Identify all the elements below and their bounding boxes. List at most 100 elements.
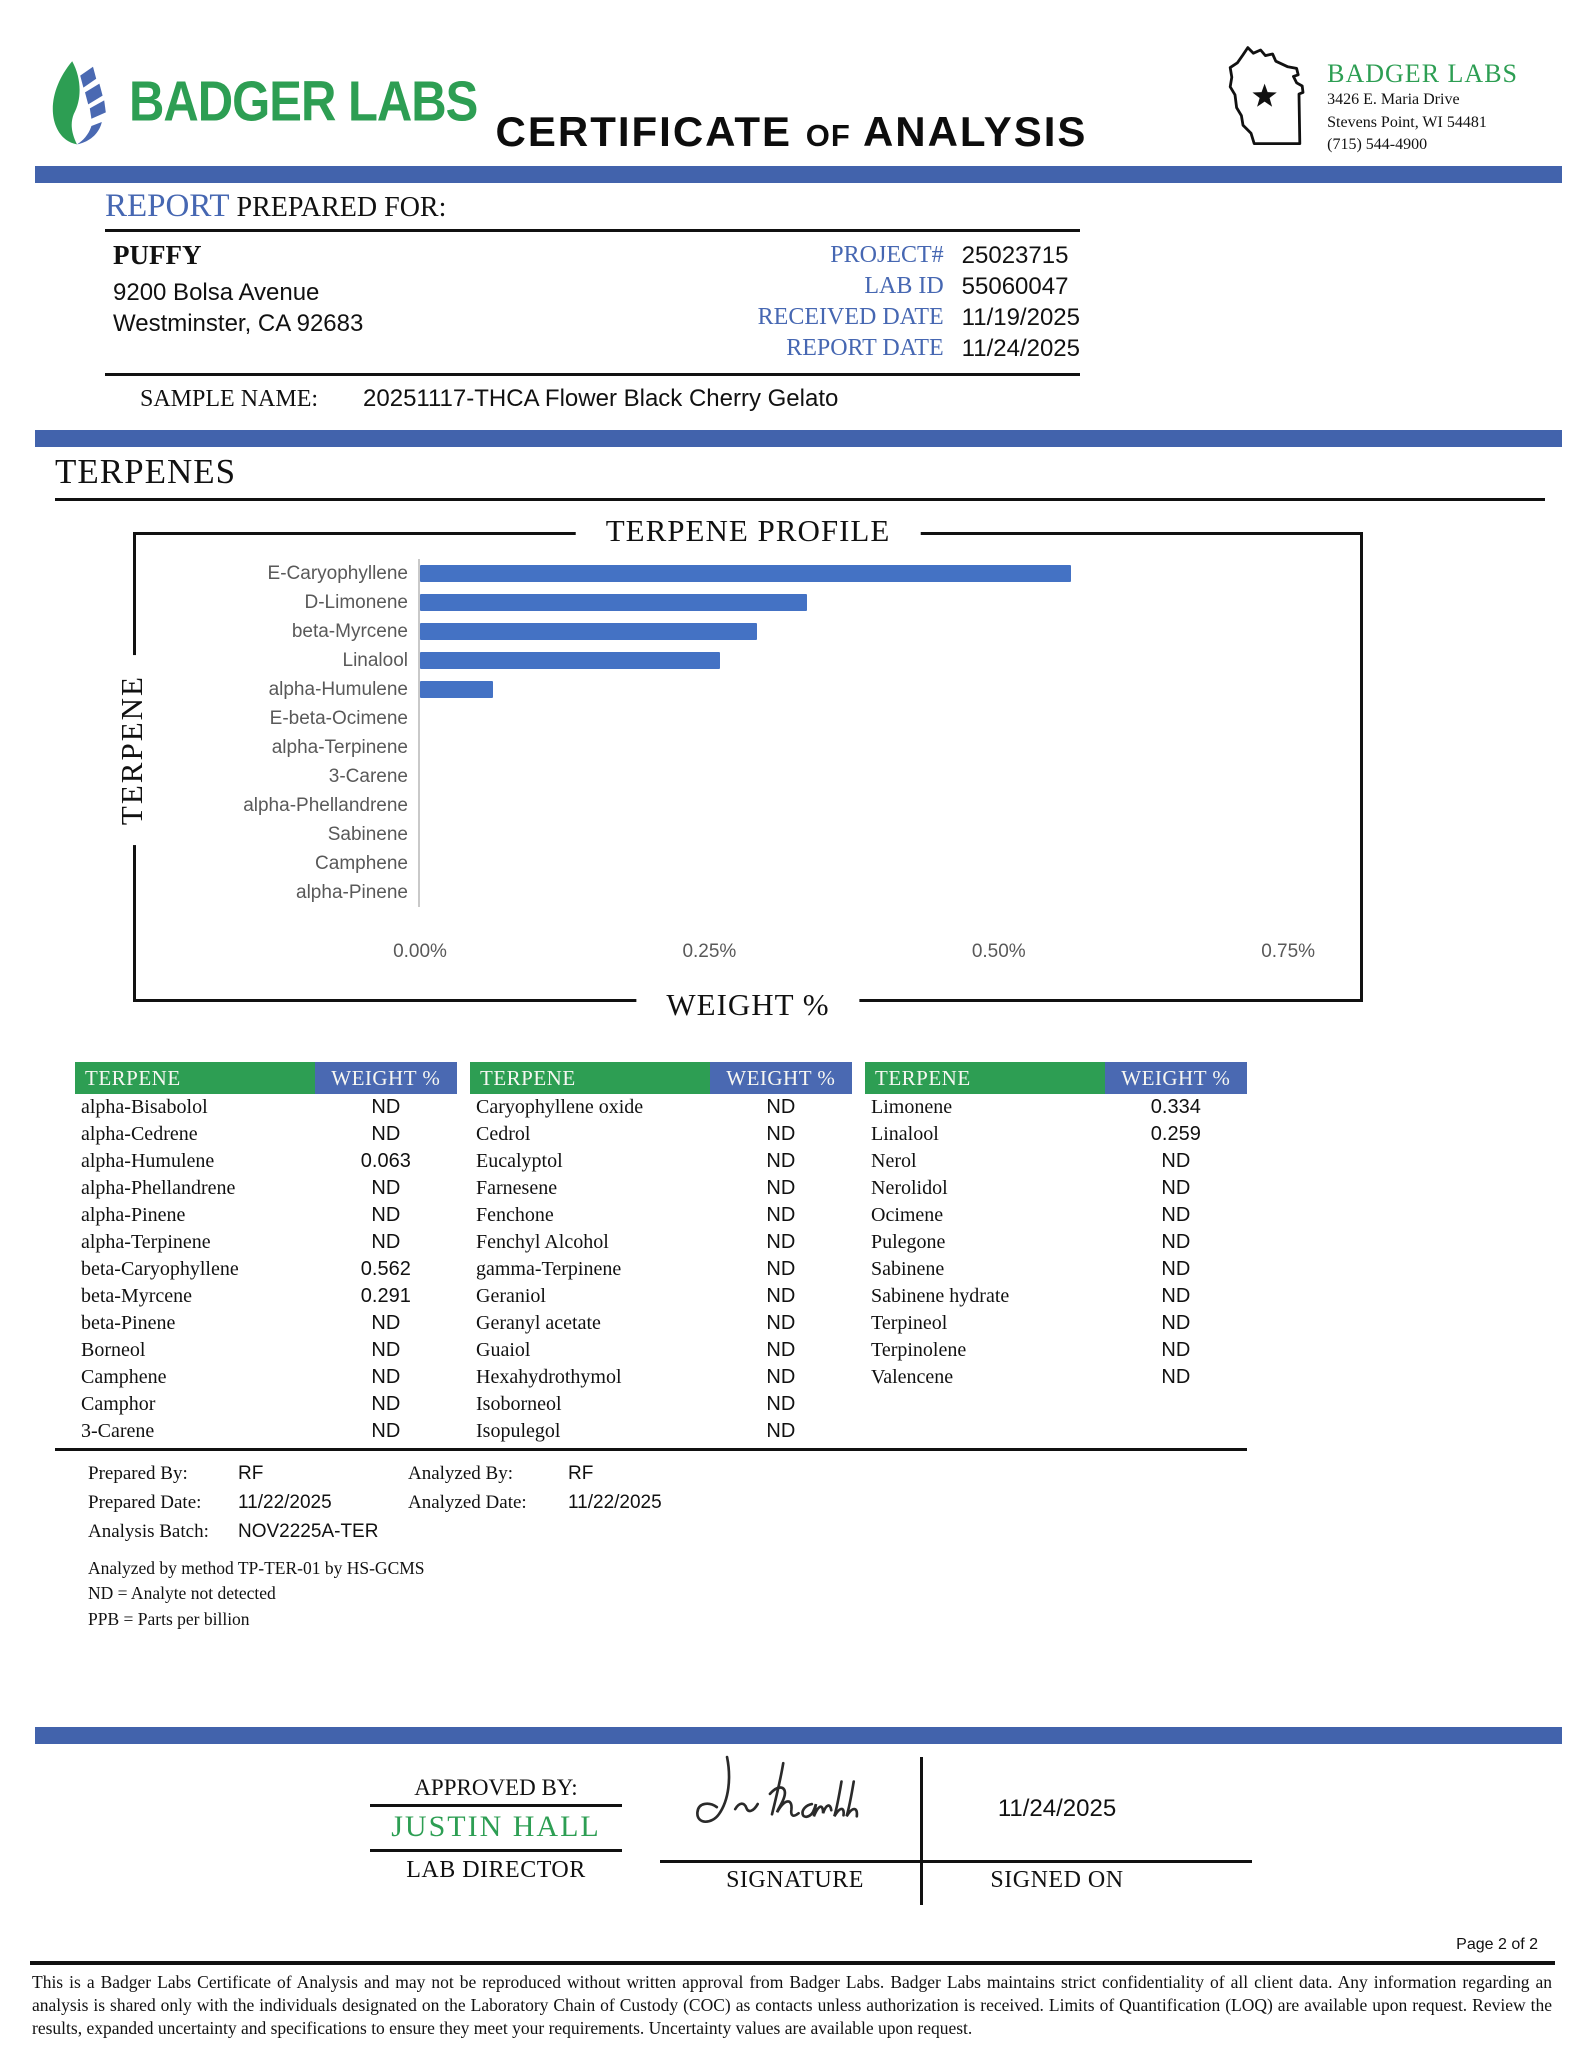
table-row: Cedrol ND bbox=[470, 1121, 852, 1148]
terpene-name-cell: alpha-Cedrene bbox=[81, 1123, 198, 1145]
terpene-value-cell: ND bbox=[371, 1339, 401, 1361]
terpene-name-cell: Isoborneol bbox=[476, 1393, 562, 1415]
terpene-name-cell: Caryophyllene oxide bbox=[476, 1096, 644, 1118]
terpene-value-cell: 0.562 bbox=[360, 1258, 411, 1280]
sample-name-row: SAMPLE NAME: 20251117-THCA Flower Black … bbox=[105, 376, 1080, 413]
terpene-value-cell: ND bbox=[371, 1123, 401, 1145]
analysis-batch-label: Analysis Batch: bbox=[88, 1521, 209, 1542]
terpene-table-group: TERPENE WEIGHT % alpha-Bisabolol ND alpha-Ce… bbox=[75, 1062, 457, 1445]
terpene-name-cell: Nerolidol bbox=[871, 1177, 948, 1199]
terpene-name-cell: alpha-Humulene bbox=[81, 1150, 215, 1172]
terpene-value-cell: ND bbox=[1161, 1177, 1191, 1199]
chart-bar bbox=[420, 652, 720, 669]
approved-by-block: APPROVED BY: JUSTIN HALL LAB DIRECTOR bbox=[370, 1775, 622, 1884]
terpene-name-cell: Limonene bbox=[871, 1096, 953, 1118]
terpene-table-group: TERPENE WEIGHT % Caryophyllene oxide ND Cedr… bbox=[470, 1062, 852, 1445]
chart-bar-row: alpha-Phellandrene bbox=[150, 791, 1346, 820]
table-row: Guaiol ND bbox=[470, 1337, 852, 1364]
chart-bar-row: alpha-Terpinene bbox=[150, 733, 1346, 762]
report-field-value: 25023715 bbox=[961, 242, 1069, 269]
terpene-name-cell: Eucalyptol bbox=[476, 1150, 563, 1172]
chart-bar-track bbox=[418, 849, 1346, 878]
report-field-label: LAB ID bbox=[864, 273, 944, 299]
table-row: alpha-Bisabolol ND bbox=[75, 1094, 457, 1121]
analyzed-by-label: Analyzed By: bbox=[408, 1463, 514, 1484]
terpene-value-cell: ND bbox=[766, 1231, 796, 1253]
chart-x-tick-label: 0.00% bbox=[393, 941, 447, 962]
table-row: Camphor ND bbox=[75, 1391, 457, 1418]
terpene-name-cell: Terpineol bbox=[871, 1312, 948, 1334]
chart-bar bbox=[420, 623, 757, 640]
chart-bar-row: alpha-Pinene bbox=[150, 878, 1346, 907]
chart-y-axis-label: TERPENE bbox=[112, 655, 152, 846]
table-row: alpha-Humulene 0.063 bbox=[75, 1148, 457, 1175]
document-title: CERTIFICATE OF ANALYSIS bbox=[35, 108, 1548, 156]
analysis-meta-grid: Prepared By: RF Analyzed By: RF Prepared… bbox=[88, 1463, 948, 1543]
signed-on-date: 11/24/2025 bbox=[997, 1795, 1117, 1822]
chart-category-label: Linalool bbox=[342, 649, 409, 671]
table-row: alpha-Pinene ND bbox=[75, 1202, 457, 1229]
table-row: Hexahydrothymol ND bbox=[470, 1364, 852, 1391]
terpene-value-cell: ND bbox=[371, 1312, 401, 1334]
sample-name-value: 20251117-THCA Flower Black Cherry Gelato bbox=[363, 385, 839, 412]
table-row: Nerol ND bbox=[865, 1148, 1247, 1175]
table-header-terpene: TERPENE bbox=[470, 1062, 710, 1094]
terpene-name-cell: Terpinolene bbox=[871, 1339, 967, 1361]
client-name: PUFFY bbox=[113, 240, 202, 270]
table-row: Eucalyptol ND bbox=[470, 1148, 852, 1175]
table-header-weight: WEIGHT % bbox=[709, 1062, 852, 1094]
terpene-value-cell: ND bbox=[1161, 1204, 1191, 1226]
chart-x-tick-label: 0.50% bbox=[971, 941, 1026, 962]
terpene-name-cell: alpha-Terpinene bbox=[81, 1231, 211, 1253]
terpene-name-cell: Fenchyl Alcohol bbox=[476, 1231, 609, 1253]
chart-bar-row: E-beta-Ocimene bbox=[150, 704, 1346, 733]
report-field-label: RECEIVED DATE bbox=[757, 304, 944, 330]
table-row: 3-Carene ND bbox=[75, 1418, 457, 1445]
prepared-by-label: Prepared By: bbox=[88, 1463, 188, 1484]
table-header-row: TERPENE WEIGHT % bbox=[470, 1062, 852, 1094]
title-word-certificate: CERTIFICATE bbox=[495, 108, 793, 155]
table-row: Farnesene ND bbox=[470, 1175, 852, 1202]
analysis-batch-value: NOV2225A-TER bbox=[238, 1521, 379, 1542]
method-notes: Analyzed by method TP-TER-01 by HS-GCMS … bbox=[88, 1556, 948, 1632]
terpene-name-cell: gamma-Terpinene bbox=[476, 1258, 622, 1280]
title-word-analysis: ANALYSIS bbox=[862, 108, 1088, 155]
terpene-value-cell: ND bbox=[1161, 1285, 1191, 1307]
terpene-name-cell: alpha-Bisabolol bbox=[81, 1096, 208, 1118]
chart-bar-track bbox=[418, 675, 1346, 704]
lab-address: 3426 E. Maria Drive Stevens Point, WI 54… bbox=[1327, 89, 1518, 156]
approved-by-label: APPROVED BY: bbox=[370, 1775, 622, 1807]
table-row: Geranyl acetate ND bbox=[470, 1310, 852, 1337]
client-block: PUFFY 9200 Bolsa Avenue Westminster, CA … bbox=[105, 240, 363, 363]
divider-bar-middle bbox=[35, 430, 1562, 447]
signature-label: SIGNATURE bbox=[726, 1867, 864, 1893]
ppb-note: PPB = Parts per billion bbox=[88, 1608, 250, 1629]
terpene-name-cell: beta-Caryophyllene bbox=[81, 1258, 239, 1280]
chart-category-label: Sabinene bbox=[327, 823, 408, 845]
terpene-value-cell: ND bbox=[766, 1420, 796, 1442]
chart-category-label: alpha-Humulene bbox=[268, 678, 408, 700]
terpene-name-cell: Cedrol bbox=[476, 1123, 531, 1145]
lab-address-block: BADGER LABS 3426 E. Maria Drive Stevens … bbox=[1217, 42, 1518, 156]
terpene-value-cell: ND bbox=[766, 1393, 796, 1415]
terpene-value-cell: ND bbox=[766, 1312, 796, 1334]
chart-frame: TERPENE PROFILE TERPENE WEIGHT % E-Caryo… bbox=[112, 513, 1363, 1023]
terpene-value-cell: ND bbox=[371, 1393, 401, 1415]
lab-name: BADGER LABS bbox=[1327, 59, 1518, 88]
table-row: alpha-Cedrene ND bbox=[75, 1121, 457, 1148]
terpene-value-cell: ND bbox=[766, 1123, 796, 1145]
report-body: PUFFY 9200 Bolsa Avenue Westminster, CA … bbox=[105, 232, 1080, 376]
terpene-value-cell: ND bbox=[1161, 1258, 1191, 1280]
chart-bar-track bbox=[418, 791, 1346, 820]
table-header-weight: WEIGHT % bbox=[314, 1062, 457, 1094]
terpene-name-cell: Guaiol bbox=[476, 1339, 531, 1361]
terpene-name-cell: Farnesene bbox=[476, 1177, 558, 1199]
chart-category-label: alpha-Phellandrene bbox=[243, 794, 408, 816]
chart-category-label: E-beta-Ocimene bbox=[269, 707, 408, 729]
report-heading: REPORT PREPARED FOR: bbox=[105, 188, 1080, 232]
terpene-name-cell: Valencene bbox=[871, 1366, 954, 1388]
chart-bar-row: 3-Carene bbox=[150, 762, 1346, 791]
terpene-value-cell: ND bbox=[1161, 1150, 1191, 1172]
prepared-by-value: RF bbox=[238, 1463, 264, 1484]
